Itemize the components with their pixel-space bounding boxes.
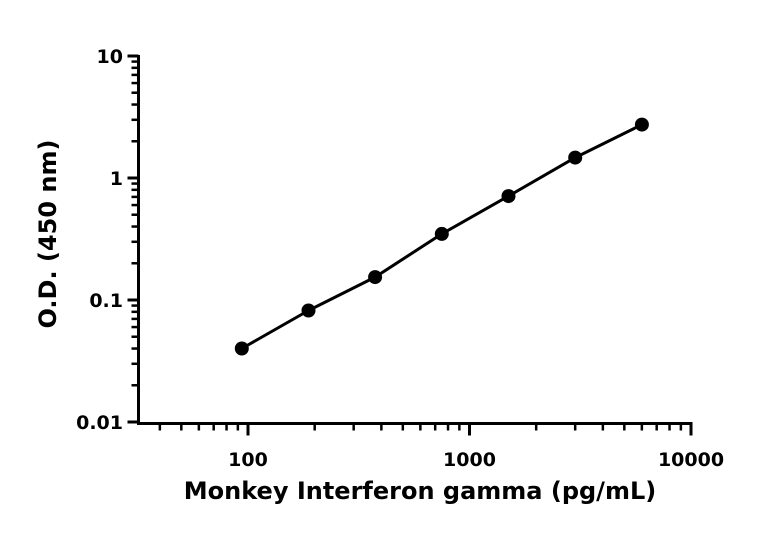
data-point-marker xyxy=(301,303,316,318)
x-tick-label: 1000 xyxy=(443,449,496,471)
data-point-marker xyxy=(501,189,516,204)
x-tick-label: 10000 xyxy=(658,449,724,471)
data-series xyxy=(234,117,649,356)
y-tick-label: 0.1 xyxy=(89,290,123,312)
x-tick-label: 100 xyxy=(228,449,268,471)
x-axis-title: Monkey Interferon gamma (pg/mL) xyxy=(184,477,656,505)
x-axis: 100 1000 10000 xyxy=(137,422,724,471)
data-point-marker xyxy=(368,270,383,285)
data-point-marker xyxy=(568,150,583,165)
y-axis: 0.01 0.1 1 10 xyxy=(76,46,140,434)
y-tick-label: 1 xyxy=(110,168,123,190)
data-point-marker xyxy=(434,226,449,241)
y-tick-label: 10 xyxy=(97,46,123,68)
data-point-marker xyxy=(634,117,649,132)
y-tick-label: 0.01 xyxy=(76,412,123,434)
y-axis-title: O.D. (450 nm) xyxy=(34,140,62,329)
data-point-marker xyxy=(234,341,249,356)
